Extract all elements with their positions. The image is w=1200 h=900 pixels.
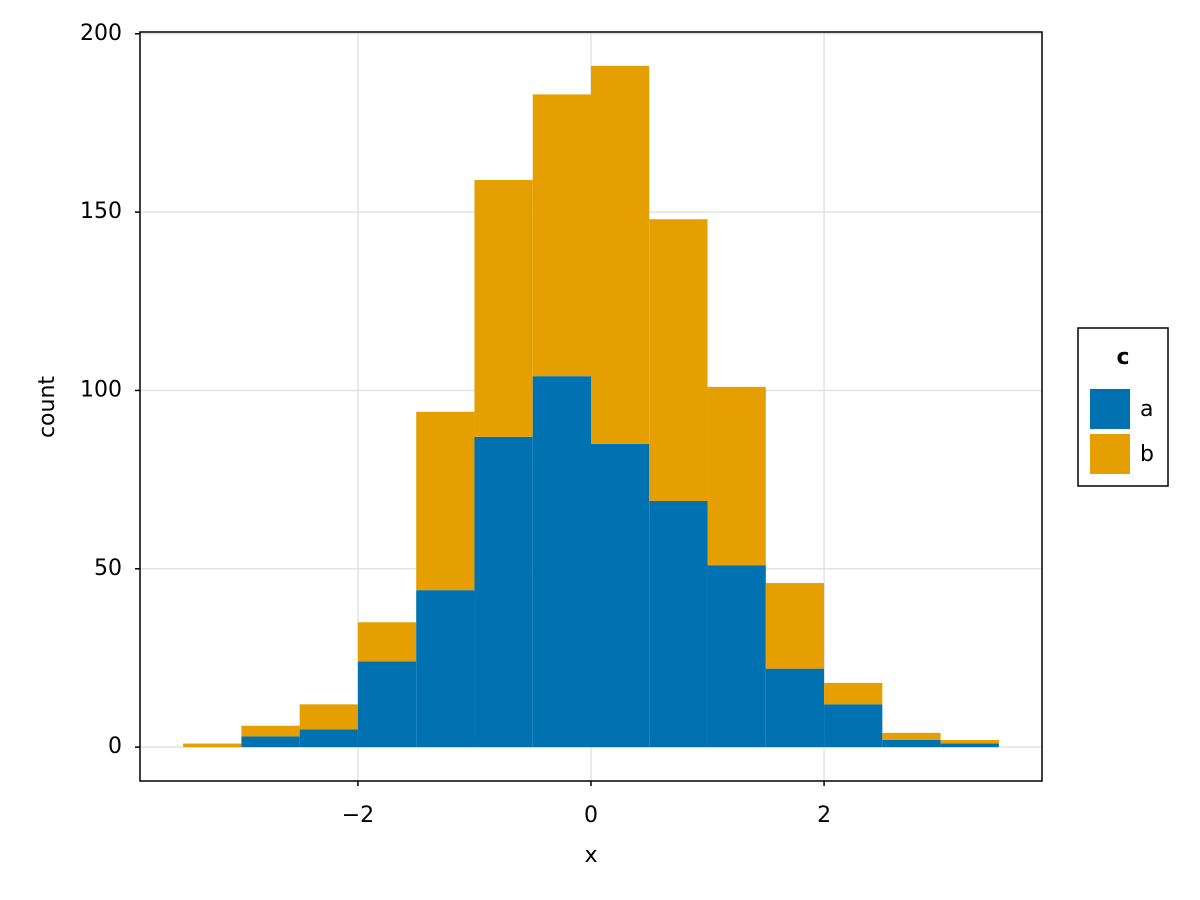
legend: ab <box>1090 389 1154 474</box>
y-tick-label: 50 <box>94 556 122 581</box>
bar-segment <box>765 668 825 748</box>
y-axis-label: count <box>35 376 60 438</box>
bar-segment <box>416 411 475 591</box>
x-tick-label: 2 <box>817 803 831 828</box>
legend-swatch <box>1090 434 1130 474</box>
bar-segment <box>649 219 708 502</box>
bar-segment <box>241 725 300 737</box>
bar-segment <box>765 583 825 669</box>
x-axis-label: x <box>584 843 597 868</box>
legend-title: c <box>1116 345 1129 370</box>
bar-segment <box>357 661 417 748</box>
y-tick-label: 150 <box>80 199 122 224</box>
bar-segment <box>416 590 475 748</box>
bar-segment <box>299 729 358 748</box>
bar-segment <box>824 704 883 748</box>
bar-segment <box>357 622 417 662</box>
bar-segment <box>474 180 533 437</box>
ticks: 0 50 100 150 200 −2 0 2 <box>80 21 831 828</box>
bar-segment <box>299 704 358 730</box>
bar-segment <box>474 436 533 748</box>
bar-segment <box>940 739 999 744</box>
bar-segment <box>882 739 941 748</box>
y-tick-label: 200 <box>80 21 122 46</box>
legend-label: a <box>1140 397 1153 422</box>
bar-segment <box>707 565 766 748</box>
bar-segment <box>707 386 766 566</box>
x-tick-label: −2 <box>342 803 374 828</box>
bar-segment <box>591 65 650 444</box>
y-tick-label: 100 <box>80 377 122 402</box>
bar-segment <box>824 682 883 705</box>
legend-label: b <box>1140 442 1154 467</box>
legend-swatch <box>1090 389 1130 429</box>
bar-segment <box>532 376 591 748</box>
bar-segment <box>882 732 941 740</box>
bar-segment <box>940 743 999 748</box>
x-tick-label: 0 <box>584 803 598 828</box>
bar-segment <box>649 501 708 748</box>
bar-segment <box>241 736 300 748</box>
bar-segment <box>591 443 650 748</box>
y-tick-label: 0 <box>108 734 122 759</box>
bar-segment <box>183 743 242 748</box>
bar-segment <box>532 94 591 377</box>
bars <box>183 65 999 748</box>
